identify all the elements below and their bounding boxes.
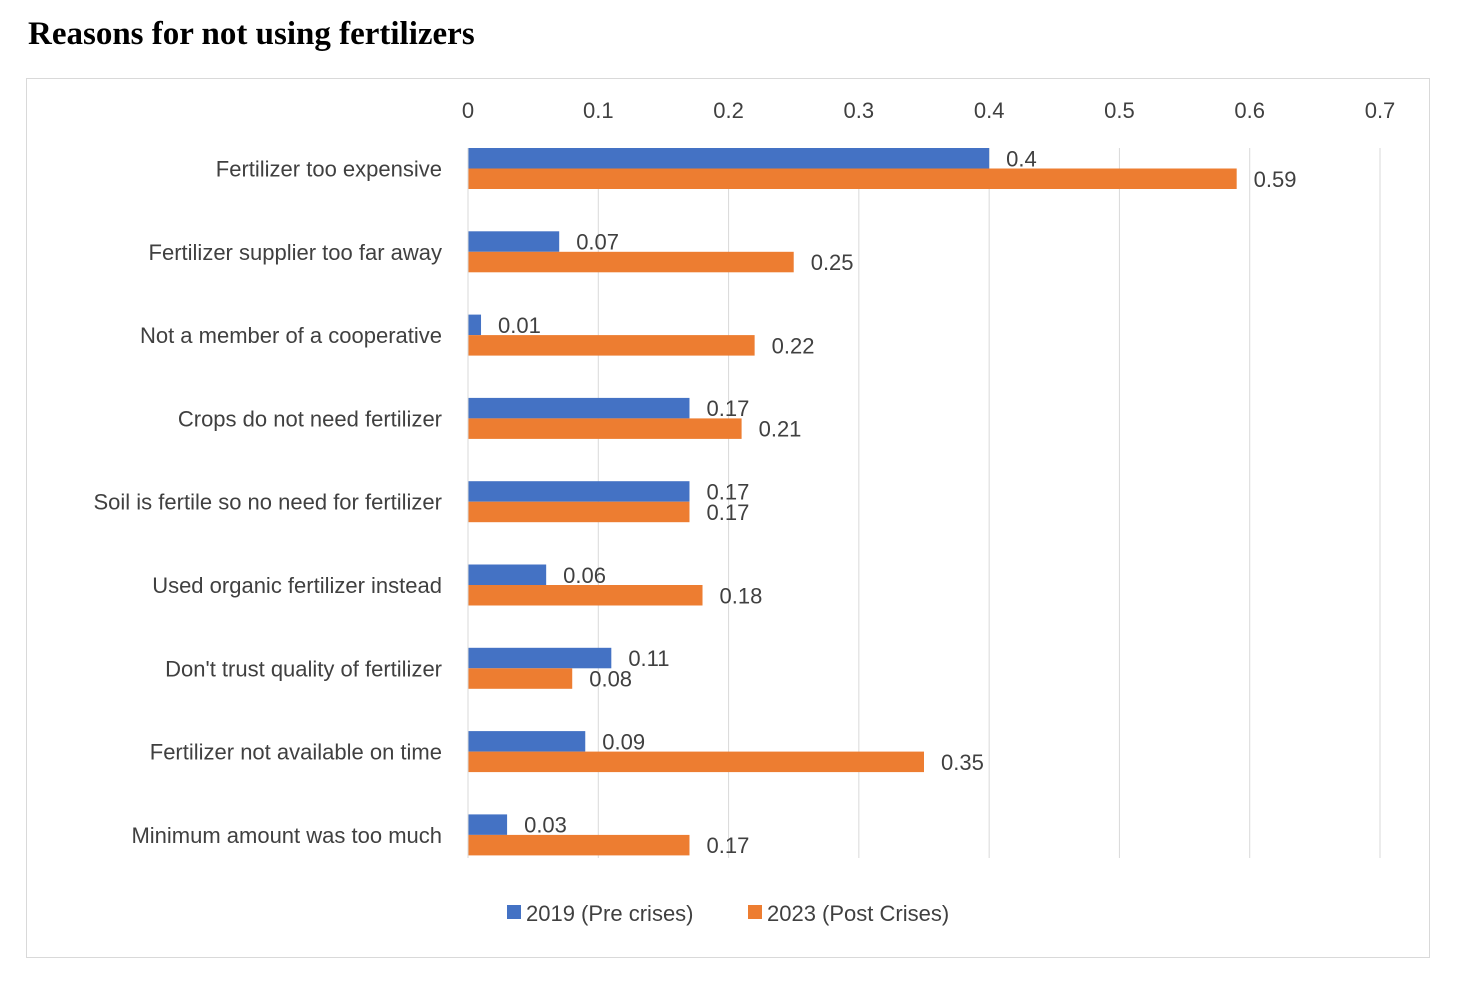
bar-post-crises (468, 335, 755, 356)
data-label: 0.21 (759, 417, 802, 442)
bar-pre-crises (468, 231, 560, 252)
bar-pre-crises (468, 481, 690, 502)
data-label: 0.07 (576, 230, 619, 255)
bar-pre-crises (468, 731, 586, 752)
bar-post-crises (468, 501, 690, 523)
x-tick-label: 0.1 (583, 98, 614, 123)
x-tick-label: 0.2 (713, 98, 744, 123)
data-label: 0.17 (706, 479, 749, 504)
data-label: 0.17 (706, 833, 749, 858)
bar-post-crises (468, 168, 1237, 189)
category-label: Fertilizer not available on time (150, 740, 442, 765)
bar-pre-crises (468, 564, 547, 585)
data-label: 0.11 (628, 646, 669, 671)
x-tick-label: 0.5 (1104, 98, 1135, 123)
data-label: 0.09 (602, 729, 645, 754)
bar-post-crises (468, 418, 742, 439)
category-label: Fertilizer too expensive (216, 157, 442, 182)
category-label: Used organic fertilizer instead (152, 573, 442, 598)
category-label: Not a member of a cooperative (140, 323, 442, 348)
bar-post-crises (468, 834, 690, 856)
x-tick-label: 0.7 (1365, 98, 1396, 123)
category-label: Soil is fertile so no need for fertilize… (94, 490, 443, 515)
data-label: 0.17 (706, 396, 749, 421)
legend-label: 2019 (Pre crises) (526, 901, 694, 926)
data-label: 0.06 (563, 563, 606, 588)
x-tick-label: 0 (462, 98, 474, 123)
chart-frame (26, 78, 1430, 958)
bar-pre-crises (468, 814, 508, 835)
bar-post-crises (468, 668, 573, 689)
data-label: 0.08 (589, 667, 632, 692)
x-tick-label: 0.6 (1234, 98, 1265, 123)
legend-swatch (507, 905, 521, 919)
bar-pre-crises (468, 148, 990, 169)
data-label: 0.25 (811, 250, 854, 275)
category-label: Minimum amount was too much (131, 823, 442, 848)
category-label: Crops do not need fertilizer (178, 406, 442, 431)
legend-label: 2023 (Post Crises) (767, 901, 949, 926)
data-label: 0.18 (720, 583, 763, 608)
data-label: 0.22 (772, 333, 815, 358)
bar-pre-crises (468, 647, 612, 669)
bar-post-crises (468, 585, 703, 606)
bar-pre-crises (468, 314, 482, 336)
data-label: 0.01 (498, 313, 541, 338)
data-label: 0.4 (1006, 146, 1037, 171)
legend-swatch (748, 905, 762, 919)
data-label: 0.35 (941, 750, 984, 775)
x-tick-label: 0.3 (844, 98, 875, 123)
page-title: Reasons for not using fertilizers (28, 16, 475, 52)
data-label: 0.17 (706, 500, 749, 525)
x-tick-label: 0.4 (974, 98, 1005, 123)
bar-post-crises (468, 751, 924, 773)
data-label: 0.03 (524, 813, 567, 838)
bar-pre-crises (468, 397, 690, 419)
category-label: Don't trust quality of fertilizer (165, 656, 442, 681)
bar-post-crises (468, 251, 794, 273)
category-label: Fertilizer supplier too far away (149, 240, 442, 265)
data-label: 0.59 (1254, 167, 1297, 192)
